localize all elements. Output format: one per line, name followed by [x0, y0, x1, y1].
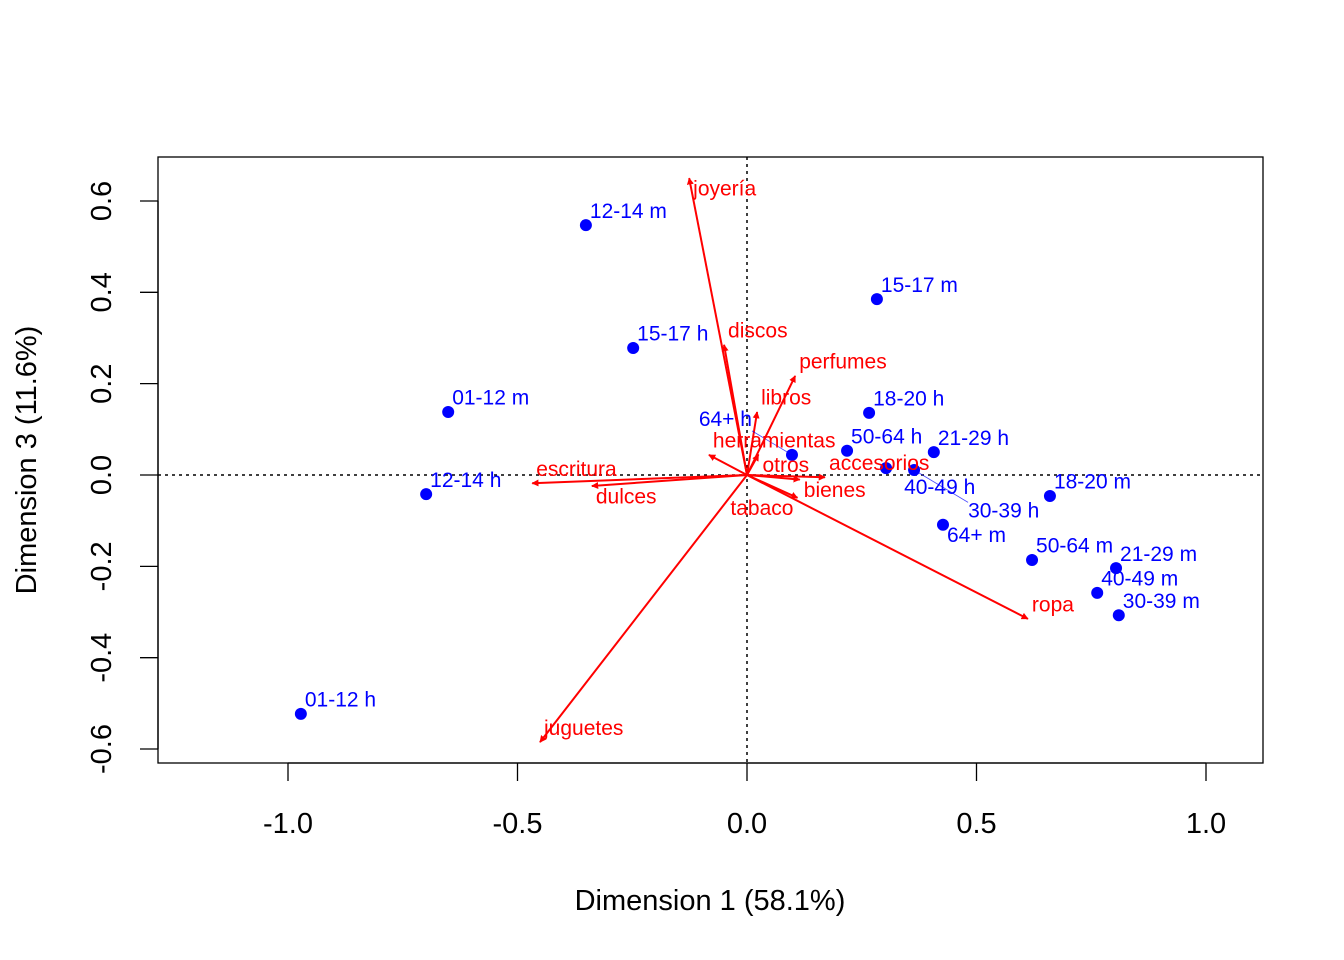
data-point — [1110, 562, 1123, 575]
data-point — [1112, 609, 1125, 622]
arrow-label: libros — [761, 387, 811, 410]
y-tick-label: 0.2 — [86, 363, 118, 403]
point-label: 50-64 m — [1036, 535, 1113, 558]
point-label: 21-29 m — [1120, 543, 1197, 566]
point-label: 12-14 h — [430, 469, 501, 492]
data-point — [1043, 490, 1056, 503]
data-point — [880, 462, 893, 475]
arrow-label: bienes — [804, 479, 866, 502]
loading-arrow — [746, 474, 1029, 620]
point-label: 18-20 m — [1054, 471, 1131, 494]
arrow-label: perfumes — [799, 350, 887, 373]
data-point — [1091, 586, 1104, 599]
y-tick-label: -0.4 — [86, 633, 118, 683]
point-label: 18-20 h — [873, 387, 944, 410]
loading-arrow — [746, 453, 760, 476]
y-tick-label: -0.6 — [86, 724, 118, 774]
data-point — [1026, 553, 1039, 566]
y-tick-label: -0.2 — [86, 541, 118, 591]
point-label: 30-39 m — [1123, 590, 1200, 613]
arrow-label: joyería — [692, 178, 756, 201]
arrow-label: ropa — [1032, 593, 1074, 616]
x-tick-label: -1.0 — [263, 808, 313, 840]
arrow-label: dulces — [596, 485, 657, 508]
data-point — [442, 405, 455, 418]
y-tick-label: 0.6 — [86, 181, 118, 221]
y-tick-label: 0.0 — [86, 455, 118, 495]
arrow-label: escritura — [536, 458, 617, 481]
data-point — [579, 219, 592, 232]
x-tick-label: 1.0 — [1186, 808, 1226, 840]
point-label: 64+ h — [699, 408, 752, 431]
arrow-label: herramientas — [713, 430, 836, 453]
point-label: 21-29 h — [938, 427, 1009, 450]
data-point — [927, 446, 940, 459]
arrow-label: accesorios — [829, 452, 929, 475]
point-label: 15-17 m — [881, 274, 958, 297]
data-point — [420, 488, 433, 501]
loading-arrow — [746, 474, 801, 483]
x-tick-label: -0.5 — [493, 808, 543, 840]
point-label: 01-12 m — [452, 387, 529, 410]
point-label: 30-39 h — [968, 499, 1039, 522]
y-tick-label: 0.4 — [86, 272, 118, 312]
x-axis-label: Dimension 1 (58.1%) — [575, 885, 846, 917]
plot-frame — [157, 156, 1264, 764]
leader-line — [913, 469, 969, 503]
data-point — [294, 707, 307, 720]
point-label: 15-17 h — [637, 323, 708, 346]
x-tick-label: 0.5 — [956, 808, 996, 840]
loading-arrow — [531, 474, 748, 487]
data-point — [870, 293, 883, 306]
leader-line — [751, 430, 793, 456]
point-label: 40-49 h — [904, 476, 975, 499]
data-point — [841, 444, 854, 457]
loading-arrow — [708, 454, 748, 476]
point-label: 01-12 h — [305, 688, 376, 711]
point-label: 50-64 h — [851, 425, 922, 448]
arrow-label: tabaco — [730, 497, 793, 520]
data-point — [863, 406, 876, 419]
arrow-label: juguetes — [543, 717, 623, 740]
data-point — [936, 518, 949, 531]
point-label: 40-49 m — [1101, 567, 1178, 590]
arrow-label: otros — [762, 454, 809, 477]
point-label: 64+ m — [947, 524, 1006, 547]
loading-arrow — [591, 474, 748, 490]
x-tick-label: 0.0 — [727, 808, 767, 840]
loading-arrow — [539, 474, 748, 743]
y-axis-label: Dimension 3 (11.6%) — [11, 326, 43, 595]
loading-arrow — [721, 344, 748, 476]
data-point — [627, 342, 640, 355]
arrow-label: discos — [728, 319, 788, 342]
loading-arrow — [746, 411, 760, 476]
point-label: 12-14 m — [590, 200, 667, 223]
